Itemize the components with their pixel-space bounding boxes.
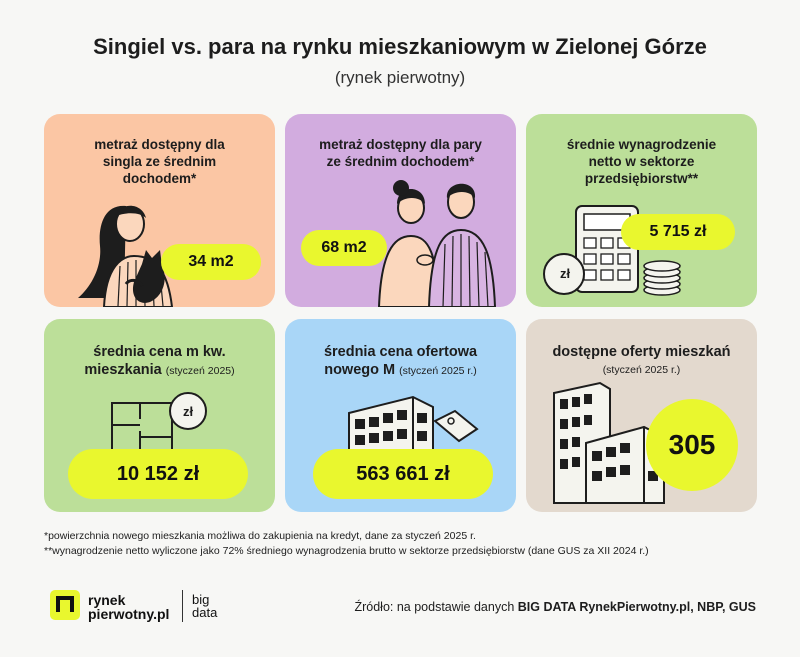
- coin-label: zł: [559, 266, 571, 281]
- card-title: metraż dostępny dla singla ze średnim do…: [94, 137, 225, 186]
- bigdata-logo-text: big data: [192, 592, 218, 620]
- page-title: Singiel vs. para na rynku mieszkaniowym …: [93, 34, 707, 59]
- card-offers: dostępne oferty mieszkań (styczeń 2025 r…: [526, 319, 757, 512]
- logo-text: rynek pierwotny.pl: [88, 592, 170, 622]
- card-title: dostępne oferty mieszkań (styczeń 2025 r…: [552, 344, 731, 376]
- card-title: metraż dostępny dla pary ze średnim doch…: [319, 137, 482, 169]
- salary-value: 5 715 zł: [621, 214, 735, 250]
- offers-count-value: 305: [646, 399, 738, 491]
- logo-divider: [182, 590, 183, 622]
- footnote-2: **wynagrodzenie netto wyliczone jako 72%…: [44, 545, 649, 557]
- apartment-buildings-icon: [553, 381, 665, 504]
- couple-area-value: 68 m2: [301, 230, 387, 266]
- single-area-value: 34 m2: [161, 244, 261, 280]
- card-single-area: metraż dostępny dla singla ze średnim do…: [44, 114, 275, 307]
- card-couple-area: metraż dostępny dla pary ze średnim doch…: [285, 114, 516, 307]
- coin-label: zł: [182, 404, 194, 419]
- card-salary: średnie wynagrodzenie netto w sektorze p…: [526, 114, 757, 307]
- footnote-1: *powierzchnia nowego mieszkania możliwa …: [44, 530, 476, 542]
- card-title: średnia cena ofertowa nowego M (styczeń …: [323, 344, 478, 378]
- price-sqm-value: 10 152 zł: [68, 449, 248, 499]
- building-price-tag-icon: [348, 395, 479, 458]
- offer-price-value: 563 661 zł: [313, 449, 493, 499]
- page-subtitle: (rynek pierwotny): [334, 68, 466, 87]
- card-price-sqm: średnia cena m kw. mieszkania (styczeń 2…: [44, 319, 275, 512]
- source-note: Źródło: na podstawie danych BIG DATA Ryn…: [354, 600, 756, 614]
- couple-icon: [377, 180, 497, 307]
- card-title: średnia cena m kw. mieszkania (styczeń 2…: [84, 344, 235, 378]
- rynekpierwotny-logo-icon: [50, 590, 80, 620]
- card-title: średnie wynagrodzenie netto w sektorze p…: [566, 137, 717, 186]
- card-offer-price: średnia cena ofertowa nowego M (styczeń …: [285, 319, 516, 512]
- woman-with-cat-icon: [78, 205, 174, 307]
